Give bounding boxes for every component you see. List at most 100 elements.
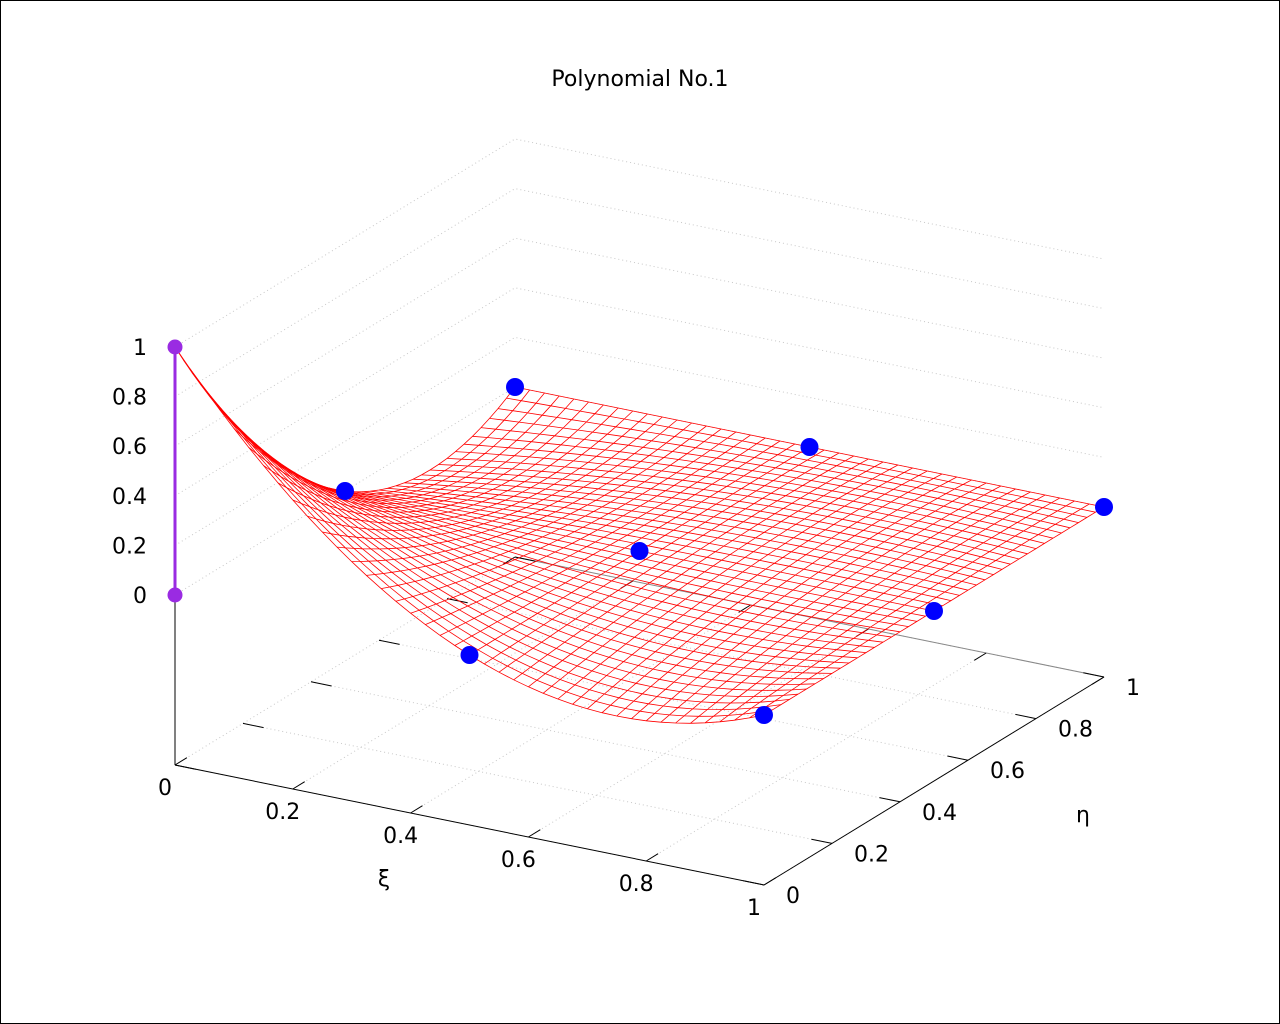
xi-tick-mark-far — [1091, 676, 1105, 685]
floor-gridline-xi — [292, 580, 634, 790]
xi-tick-mark — [292, 781, 305, 790]
back-wall-gridline — [174, 188, 1105, 398]
z-tick-label: 0 — [133, 584, 147, 609]
node-point — [925, 602, 943, 620]
back-edge-line — [514, 556, 1105, 678]
z-tick-label: 1 — [133, 336, 147, 361]
eta-tick-label: 0.2 — [854, 842, 889, 867]
z-tick-label: 0.6 — [112, 435, 147, 460]
node-point — [460, 646, 479, 664]
surface-line-xi — [421, 474, 1011, 565]
surface-line-xi — [497, 408, 1088, 518]
surface-line-xi — [412, 478, 1003, 570]
xi-tick-mark-far — [974, 652, 987, 661]
floor-gridline-eta — [310, 681, 901, 803]
eta-tick-mark — [879, 797, 901, 803]
eta-axis-line — [763, 676, 1105, 886]
surface-line-xi — [480, 427, 1071, 529]
xi-axis-title: ξ — [378, 867, 390, 892]
floor-gridline-eta — [446, 598, 1037, 720]
z-tick-label: 0.4 — [112, 485, 147, 510]
xi-tick-label: 1 — [747, 896, 761, 921]
surface-line-xi — [310, 481, 901, 633]
surface-line-xi — [259, 449, 850, 664]
highlight-point — [167, 339, 183, 355]
xi-tick-mark — [645, 853, 659, 862]
surface-line-xi — [285, 468, 875, 648]
chart-title: Polynomial No.1 — [551, 67, 728, 92]
xi-tick-label: 0.4 — [383, 824, 418, 849]
eta-tick-label: 0.4 — [922, 801, 957, 826]
surface-line-xi — [404, 482, 994, 575]
xi-tick-label: 0.6 — [501, 848, 536, 873]
surface-line-xi — [251, 442, 841, 669]
eta-tick-label: 1 — [1126, 676, 1140, 701]
surface-line-xi — [208, 395, 799, 698]
surface-line-xi — [353, 491, 943, 607]
xi-tick-mark — [763, 877, 777, 886]
surface-line-xi — [429, 469, 1020, 560]
xi-tick-label: 0.8 — [619, 872, 654, 897]
eta-tick-mark-far — [174, 764, 196, 770]
surface-line-xi — [242, 434, 833, 674]
node-point — [506, 378, 524, 396]
surface-line-xi — [327, 487, 918, 622]
eta-tick-label: 0.6 — [990, 759, 1025, 784]
surface-line-xi — [446, 458, 1037, 549]
surface-line-xi — [293, 473, 884, 643]
floor-gridline-eta — [378, 639, 969, 761]
eta-tick-label: 0.8 — [1058, 718, 1093, 743]
surface-line-xi — [200, 384, 790, 704]
eta-tick-mark — [811, 838, 833, 844]
surface-line-xi — [506, 397, 1096, 513]
node-point — [630, 542, 649, 560]
xi-tick-label: 0 — [158, 776, 172, 801]
surface-line-xi — [191, 372, 782, 711]
surface-line-xi — [387, 487, 977, 586]
eta-tick-mark — [947, 755, 969, 761]
surface-line-xi — [302, 477, 892, 638]
eta-axis-title: η — [1076, 803, 1090, 828]
back-wall-gridline — [174, 386, 1105, 596]
floor-gridline-xi — [528, 628, 869, 838]
floor-gridline-xi — [645, 652, 987, 862]
surface-line-xi — [225, 415, 816, 685]
eta-tick-mark — [1015, 713, 1037, 720]
node-point — [800, 438, 819, 456]
back-wall-gridline — [174, 138, 1105, 348]
eta-tick-mark — [1083, 672, 1105, 678]
surface-line-xi — [217, 406, 807, 691]
surface-line-xi — [472, 435, 1062, 534]
eta-tick-mark-far — [446, 598, 468, 604]
back-wall-gridline — [174, 336, 1105, 546]
surface-line-xi — [268, 456, 858, 659]
surface-line-xi — [378, 489, 969, 591]
surface-line-xi — [336, 489, 926, 617]
surface-line-xi — [319, 484, 909, 627]
axes — [174, 347, 1105, 886]
highlight-point — [167, 587, 183, 603]
back-wall-gridline — [174, 287, 1105, 497]
floor-gridline-xi — [410, 604, 751, 814]
xi-axis-line — [174, 764, 765, 886]
xi-tick-mark — [528, 829, 541, 838]
surface-line-xi — [361, 491, 952, 601]
surface-line-xi — [395, 485, 986, 581]
eta-tick-mark — [743, 880, 765, 886]
node-point — [336, 482, 354, 500]
node-points — [167, 339, 1113, 724]
eta-tick-label: 0 — [786, 884, 800, 909]
node-point — [1095, 498, 1113, 516]
surface-line-xi — [370, 490, 960, 596]
z-tick-label: 0.8 — [112, 386, 147, 411]
xi-tick-label: 0.2 — [265, 800, 300, 825]
xi-tick-mark — [410, 805, 423, 814]
surface-line-xi — [489, 418, 1079, 523]
z-tick-label: 0.2 — [112, 534, 147, 559]
surface-line-xi — [276, 462, 867, 653]
surface-line-xi — [183, 359, 773, 717]
surface-line-xi — [438, 464, 1028, 555]
eta-tick-mark-far — [242, 722, 264, 729]
